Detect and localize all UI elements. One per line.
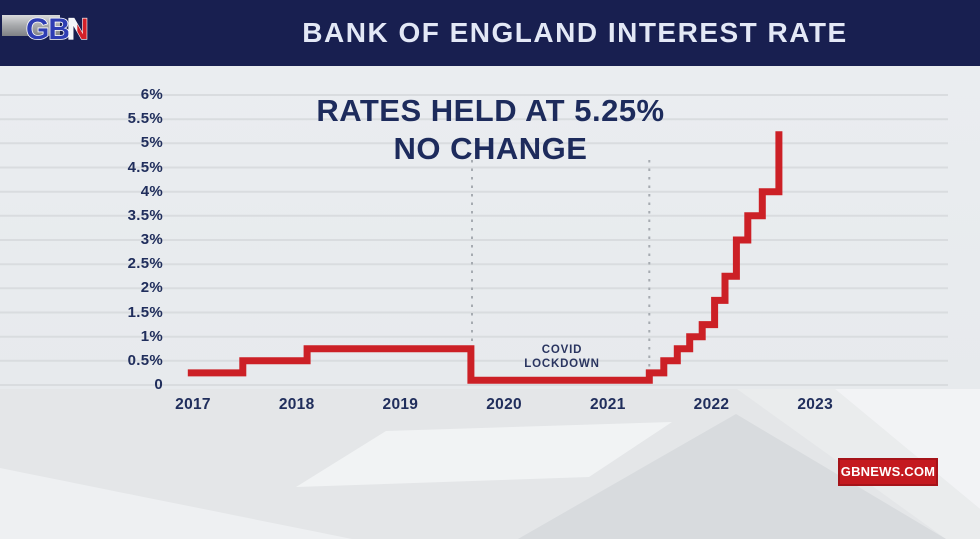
y-axis: 6% 5.5% 5% 4.5% 4% 3.5% 3% 2.5% 2% 1.5% 1% 0.5% 0 — [0, 0, 163, 539]
logo-gb-letters: GB — [26, 13, 69, 46]
y-axis-tick: 4% — [140, 182, 163, 200]
header-bar: GB N BANK OF ENGLAND INTEREST RATE — [0, 0, 980, 66]
x-axis-tick: 2019 — [382, 396, 419, 413]
y-axis-tick: 1.5% — [127, 303, 163, 321]
y-axis-tick: 2% — [140, 279, 163, 297]
y-axis-tick: 5.5% — [127, 110, 163, 128]
y-axis-tick: 3% — [140, 231, 163, 248]
covid-label-line-2: LOCKDOWN — [524, 357, 600, 370]
headline-annotation: RATES HELD AT 5.25% NO CHANGE — [248, 92, 733, 168]
x-axis-tick: 2022 — [693, 396, 730, 413]
covid-label-line-1: COVID — [541, 344, 583, 356]
y-axis-tick: 2.5% — [127, 255, 163, 273]
y-axis-tick: 1% — [140, 327, 163, 345]
y-axis-tick: 0 — [154, 376, 163, 393]
gbn-logo: GB N — [2, 12, 89, 47]
x-axis-tick: 2023 — [797, 396, 834, 413]
headline-line-1: RATES HELD AT 5.25% — [316, 93, 665, 128]
x-axis-tick: 2020 — [486, 396, 522, 413]
y-axis-tick: 0.5% — [127, 351, 163, 369]
x-axis-tick: 2021 — [589, 396, 626, 413]
y-axis-tick: 5% — [140, 134, 163, 152]
x-axis-tick: 2018 — [278, 396, 315, 413]
x-axis-tick: 2017 — [175, 396, 211, 413]
covid-lockdown-label: COVID LOCKDOWN — [498, 344, 626, 371]
gbnews-badge: GBNEWS.COM — [838, 458, 938, 486]
logo-silver-bar — [2, 15, 60, 36]
page-title: BANK OF ENGLAND INTEREST RATE — [302, 17, 848, 48]
y-axis-tick: 4.5% — [127, 158, 163, 176]
headline-line-2: NO CHANGE — [393, 131, 588, 166]
y-axis-tick: 3.5% — [127, 206, 163, 224]
logo-n-letter: N — [67, 13, 89, 46]
y-axis-tick: 6% — [140, 86, 163, 103]
